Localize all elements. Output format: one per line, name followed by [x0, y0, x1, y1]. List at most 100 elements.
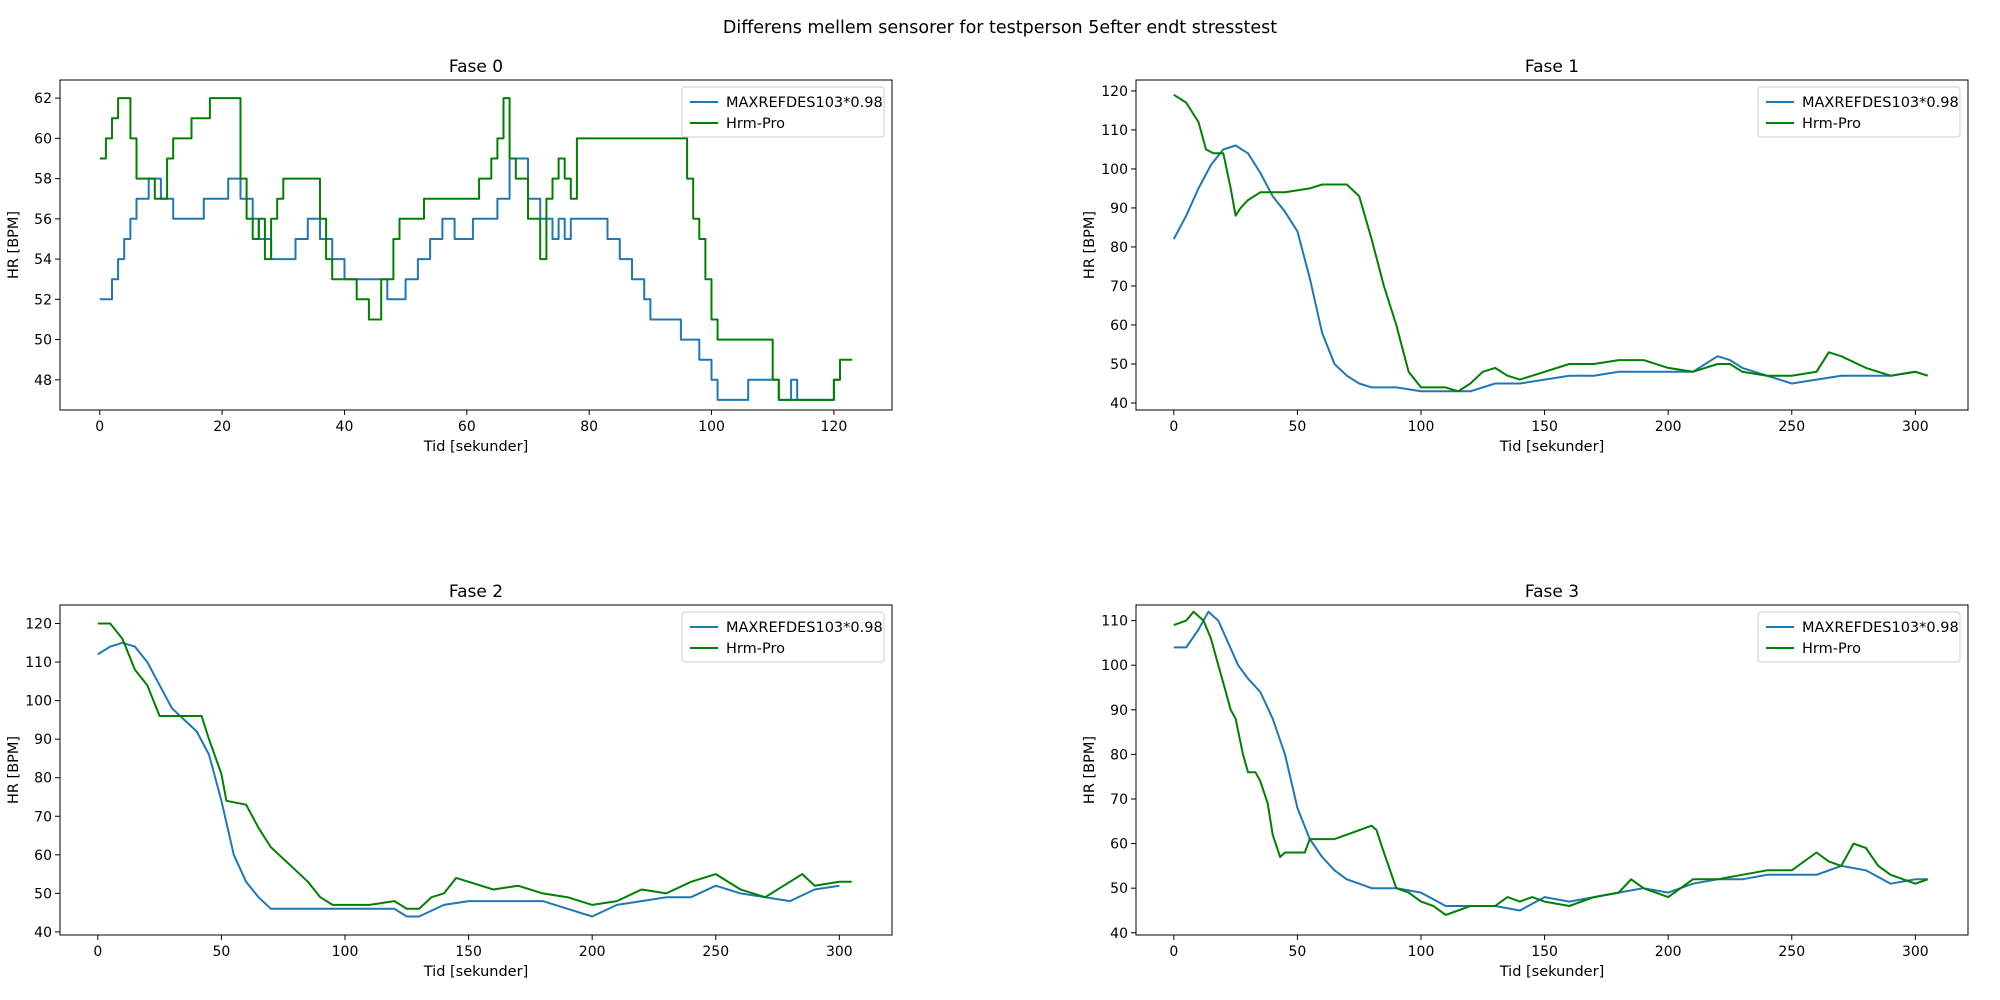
- chart-title: Fase 3: [1525, 582, 1579, 602]
- y-axis-label: HR [BPM]: [6, 211, 22, 279]
- chart-title: Fase 2: [449, 582, 503, 602]
- y-tick-label: 90: [34, 732, 52, 748]
- x-tick-label: 40: [336, 419, 354, 435]
- y-tick-label: 40: [1110, 396, 1128, 412]
- y-tick-label: 50: [1110, 357, 1128, 373]
- x-tick-label: 150: [1531, 419, 1558, 435]
- y-tick-label: 60: [34, 131, 52, 147]
- y-tick-label: 120: [1101, 84, 1128, 100]
- x-tick-label: 0: [93, 944, 102, 960]
- series-line-1: [1172, 144, 1929, 393]
- legend-box: [1757, 86, 1961, 138]
- y-tick-label: 40: [1110, 926, 1128, 942]
- y-axis-label: HR [BPM]: [6, 736, 22, 804]
- plot-frame: [1135, 79, 1969, 411]
- y-tick-label: 50: [34, 333, 52, 349]
- x-tick-label: 100: [1408, 944, 1435, 960]
- x-tick-label: 100: [698, 419, 725, 435]
- y-tick-label: 52: [34, 292, 52, 308]
- x-tick-label: 0: [1169, 419, 1178, 435]
- legend-box: [681, 611, 885, 663]
- y-tick-label: 54: [34, 252, 52, 268]
- legend: MAXREFDES103*0.98 Hrm-Pro: [681, 86, 885, 138]
- y-tick-label: 58: [34, 172, 52, 188]
- legend: MAXREFDES103*0.98 Hrm-Pro: [1757, 86, 1961, 138]
- series-line-2: [97, 622, 852, 910]
- y-tick-label: 80: [1110, 747, 1128, 763]
- x-axis-label: Tid [sekunder]: [1499, 439, 1604, 455]
- x-axis-label: Tid [sekunder]: [423, 439, 528, 455]
- plot-frame: [59, 604, 893, 936]
- y-tick-label: 60: [1110, 837, 1128, 853]
- y-tick-label: 120: [25, 617, 52, 633]
- y-axis-label: HR [BPM]: [1082, 736, 1098, 804]
- y-tick-label: 100: [25, 694, 52, 710]
- legend-box: [1757, 611, 1961, 663]
- x-tick-label: 150: [455, 944, 482, 960]
- x-axis-label: Tid [sekunder]: [423, 964, 528, 980]
- x-tick-label: 250: [1778, 419, 1805, 435]
- legend-label-1: MAXREFDES103*0.98: [726, 620, 883, 636]
- y-tick-label: 60: [34, 848, 52, 864]
- x-tick-label: 60: [458, 419, 476, 435]
- plot-frame: [1135, 604, 1969, 936]
- x-tick-label: 50: [1288, 944, 1306, 960]
- y-tick-label: 90: [1110, 703, 1128, 719]
- legend-label-1: MAXREFDES103*0.98: [726, 95, 883, 111]
- y-tick-label: 110: [1101, 123, 1128, 139]
- x-tick-label: 120: [821, 419, 848, 435]
- y-tick-label: 80: [1110, 240, 1128, 256]
- chart-fase-3: 0 50 100 150 200 250 300 40 50 60 70 80 90 100 110 Fase…: [1082, 582, 1969, 980]
- legend-label-2: Hrm-Pro: [726, 641, 785, 657]
- y-tick-label: 100: [1101, 162, 1128, 178]
- legend-label-2: Hrm-Pro: [1802, 641, 1861, 657]
- y-tick-label: 80: [34, 771, 52, 787]
- chart-title: Fase 0: [449, 57, 503, 77]
- plot-frame: [59, 79, 893, 411]
- x-tick-label: 100: [1408, 419, 1435, 435]
- x-tick-label: 250: [702, 944, 729, 960]
- x-tick-label: 50: [1288, 419, 1306, 435]
- legend: MAXREFDES103*0.98 Hrm-Pro: [681, 611, 885, 663]
- x-tick-label: 200: [1655, 944, 1682, 960]
- legend-label-2: Hrm-Pro: [726, 116, 785, 132]
- y-tick-label: 110: [1101, 614, 1128, 630]
- series-line-1: [97, 641, 840, 918]
- series-line-2: [1173, 93, 1929, 393]
- y-tick-label: 110: [25, 655, 52, 671]
- y-tick-label: 56: [34, 212, 52, 228]
- x-tick-label: 20: [213, 419, 231, 435]
- y-tick-label: 90: [1110, 201, 1128, 217]
- x-tick-label: 300: [1902, 944, 1929, 960]
- y-tick-label: 70: [34, 809, 52, 825]
- y-axis-label: HR [BPM]: [1082, 211, 1098, 279]
- x-tick-label: 50: [212, 944, 230, 960]
- chart-fase-0: 0 20 40 60 80 100 120 48 50 52 54 56 58 60 62 Fase 0 Tid…: [6, 57, 893, 455]
- series-line-1: [1173, 610, 1928, 912]
- x-tick-label: 100: [332, 944, 359, 960]
- y-tick-label: 40: [34, 925, 52, 941]
- x-tick-label: 200: [1655, 419, 1682, 435]
- x-tick-label: 200: [579, 944, 606, 960]
- y-tick-label: 70: [1110, 279, 1128, 295]
- legend-label-2: Hrm-Pro: [1802, 116, 1861, 132]
- x-tick-label: 300: [826, 944, 853, 960]
- x-tick-label: 80: [580, 419, 598, 435]
- legend-label-1: MAXREFDES103*0.98: [1802, 620, 1959, 636]
- y-tick-label: 60: [1110, 318, 1128, 334]
- y-tick-label: 70: [1110, 792, 1128, 808]
- chart-title: Fase 1: [1525, 57, 1579, 77]
- y-tick-label: 62: [34, 91, 52, 107]
- y-tick-label: 50: [1110, 881, 1128, 897]
- chart-fase-2: 0 50 100 150 200 250 300 40 50 60 70 80 90 100 110 120 F…: [6, 582, 893, 980]
- y-tick-label: 100: [1101, 658, 1128, 674]
- x-tick-label: 0: [95, 419, 104, 435]
- legend-label-1: MAXREFDES103*0.98: [1802, 95, 1959, 111]
- x-axis-label: Tid [sekunder]: [1499, 964, 1604, 980]
- figure-suptitle: Differens mellem sensorer for testperson…: [723, 18, 1277, 38]
- charts-container: 0 20 40 60 80 100 120 48 50 52 54 56 58 60 62 Fase 0 Tid…: [6, 57, 1969, 980]
- x-tick-label: 150: [1531, 944, 1558, 960]
- legend: MAXREFDES103*0.98 Hrm-Pro: [1757, 611, 1961, 663]
